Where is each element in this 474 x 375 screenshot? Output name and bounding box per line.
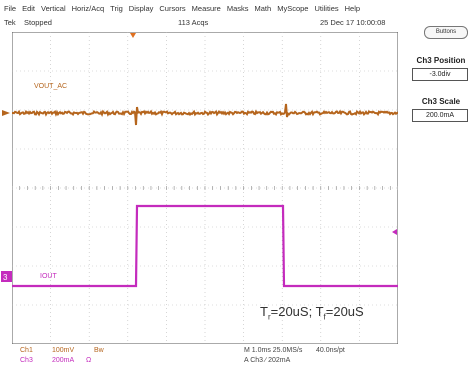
ch3-scale-field[interactable]: 200.0mA	[412, 109, 468, 122]
menu-item-display[interactable]: Display	[128, 3, 154, 13]
vout-trace	[12, 103, 398, 126]
menu-item-horizacq[interactable]: Horiz/Acq	[71, 3, 105, 13]
trigger-level-icon	[392, 229, 397, 235]
acquisition-state: Stopped	[24, 18, 52, 27]
ch1-ground-marker[interactable]	[0, 108, 14, 118]
brand-label: Tek	[4, 18, 16, 27]
ch1-label[interactable]: Ch1	[20, 347, 33, 354]
rise-fall-annotation: Tr=20uS; Tf=20uS	[260, 304, 364, 322]
menu-item-edit[interactable]: Edit	[22, 3, 36, 13]
iout-trace	[12, 204, 398, 288]
graticule: VOUT_AC IOUT	[12, 32, 398, 344]
ch3-coupling: Ω	[86, 357, 92, 364]
ch3-ground-marker[interactable]: 3	[0, 270, 14, 284]
ch3-position-field[interactable]: -3.0div	[412, 68, 468, 81]
acquisition-count: 113 Acqs	[178, 18, 209, 27]
menu-item-trig[interactable]: Trig	[110, 3, 123, 13]
vout-label: VOUT_AC	[34, 83, 67, 90]
ch1-bandwidth: Bw	[94, 347, 104, 354]
trigger-position-icon	[130, 33, 136, 38]
menu-item-myscope[interactable]: MyScope	[277, 3, 309, 13]
menu-item-cursors[interactable]: Cursors	[159, 3, 186, 13]
status-bar: Tek Stopped 113 Acqs 25 Dec 17 10:00:08	[0, 16, 410, 30]
timebase-readout[interactable]: M 1.0ms 25.0MS/s	[244, 347, 303, 354]
menu-item-measure[interactable]: Measure	[191, 3, 221, 13]
ch3-scale-title: Ch3 Scale	[421, 97, 461, 106]
menu-bar: File Edit Vertical Horiz/Acq Trig Display Curs…	[0, 0, 474, 16]
menu-item-masks[interactable]: Masks	[226, 3, 249, 13]
ch3-position-title: Ch3 Position	[416, 56, 466, 65]
ch3-label[interactable]: Ch3	[20, 357, 33, 364]
readout-bar: Ch1 100mV Bw Ch3 200mA Ω M 1.0ms 25.0MS/…	[0, 346, 474, 375]
waveform-display[interactable]: VOUT_AC IOUT	[12, 32, 398, 344]
iout-label: IOUT	[40, 273, 57, 280]
resolution-readout: 40.0ns/pt	[316, 347, 345, 354]
menu-item-help[interactable]: Help	[344, 3, 361, 13]
trigger-readout[interactable]: A Ch3 ∕ 202mA	[244, 357, 291, 364]
menu-item-vertical[interactable]: Vertical	[41, 3, 66, 13]
menu-item-file[interactable]: File	[4, 3, 17, 13]
ch3-scale[interactable]: 200mA	[52, 357, 75, 364]
svg-text:3: 3	[3, 273, 8, 282]
menu-item-math[interactable]: Math	[254, 3, 272, 13]
menu-item-utilities[interactable]: Utilities	[314, 3, 339, 13]
date-time: 25 Dec 17 10:00:08	[320, 18, 386, 27]
buttons-toggle[interactable]: Buttons	[424, 26, 468, 39]
ch1-scale[interactable]: 100mV	[52, 347, 75, 354]
